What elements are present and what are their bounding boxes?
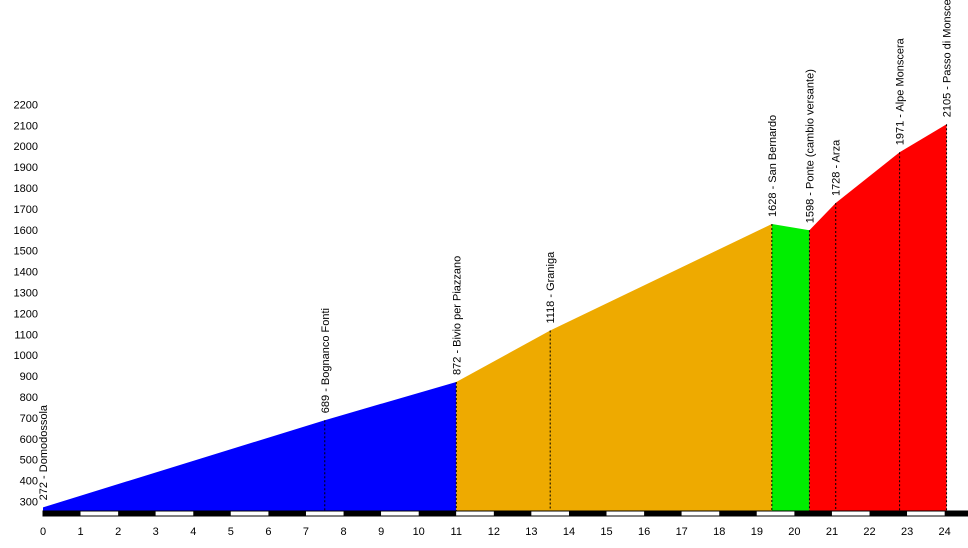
y-tick-label: 1900 [14,162,38,174]
profile-segment-1 [43,381,457,511]
km-bar-block [418,511,457,516]
point-label-layer: 272 - Domodossola 689 - Bognanco Fonti 872… [38,0,954,500]
x-tick-label: 20 [788,526,800,538]
km-bar-block [456,511,494,516]
y-tick-label: 1400 [14,267,38,279]
x-tick-label: 9 [378,526,384,538]
x-tick-label: 22 [863,526,875,538]
profile-segment-2 [456,223,772,511]
km-bar-block [831,511,870,516]
x-tick-label: 5 [228,526,234,538]
km-bar-block [531,511,569,516]
x-tick-label: 6 [265,526,271,538]
y-tick-label: 500 [20,455,38,467]
km-bar-block [193,511,231,516]
km-bar-block [944,511,968,516]
x-tick-label: 3 [153,526,159,538]
km-bar-block [230,511,269,516]
point-label: 1118 - Graniga [545,251,557,324]
point-label: 1598 - Ponte (cambio versante) [804,69,816,223]
x-tick-label: 7 [303,526,309,538]
x-tick-label: 21 [826,526,838,538]
y-tick-label: 1100 [14,329,38,341]
y-tick-label: 1200 [14,308,38,320]
point-label: 272 - Domodossola [38,404,50,500]
km-bar-block [118,511,156,516]
km-bar-block [305,511,344,516]
x-tick-label: 19 [751,526,763,538]
x-tick-label: 11 [451,526,462,538]
y-tick-label: 1500 [14,246,38,258]
km-bar-block [268,511,306,516]
km-bar-layer [42,510,968,517]
point-label: 1971 - Alpe Monscera [895,37,907,145]
y-tick-label: 2200 [14,99,38,111]
profile-area-layer [43,124,947,511]
km-bar-block [155,511,194,516]
x-tick-label: 17 [676,526,688,538]
km-bar-block [644,511,682,516]
km-bar-block [681,511,720,516]
point-label: 872 - Bivio per Piazzano [451,256,463,375]
x-tick-label: 15 [600,526,612,538]
y-tick-label: 1700 [14,204,38,216]
x-tick-label: 2 [115,526,121,538]
profile-segment-3 [771,223,810,511]
x-tick-label: 4 [190,526,196,538]
x-tick-label: 16 [638,526,650,538]
y-tick-label: 1000 [14,350,38,362]
km-bar-block [719,511,757,516]
y-axis-ticks: 300 400 500 600 700 800 900 1000 1100 1200 1300 140… [14,99,38,508]
y-tick-label: 600 [20,434,38,446]
x-tick-label: 14 [563,526,575,538]
km-bar-block [43,511,81,516]
km-bar-outline [42,510,968,517]
km-bar-block [80,511,119,516]
y-tick-label: 1600 [14,225,38,237]
x-tick-label: 18 [713,526,725,538]
y-tick-label: 2100 [14,120,38,132]
x-tick-label: 12 [488,526,500,538]
x-tick-label: 0 [40,526,46,538]
y-tick-label: 2000 [14,141,38,153]
y-tick-label: 400 [20,476,38,488]
y-tick-label: 1800 [14,183,38,195]
point-label: 2105 - Passo di Monscera [942,0,954,117]
km-bar-block [493,511,532,516]
km-bar-block [381,511,419,516]
point-label: 1628 - San Bernardo [767,115,779,217]
x-tick-label: 23 [901,526,913,538]
km-bar-block [343,511,382,516]
y-tick-label: 700 [20,413,38,425]
profile-segment-4 [809,124,947,511]
y-tick-label: 1300 [14,288,38,300]
x-axis-ticks: 0 1 2 3 4 5 6 7 8 9 10 11 12 13 14 15 16 17 18 19 20 21 22 23 24 [40,526,951,538]
guide-line-layer [324,124,948,511]
point-label: 689 - Bognanco Fonti [320,308,332,413]
x-tick-label: 10 [413,526,425,538]
km-bar-block [794,511,832,516]
km-bar-block [568,511,607,516]
x-tick-label: 13 [525,526,537,538]
km-bar-block [756,511,795,516]
y-tick-label: 300 [20,497,38,509]
km-bar-block [869,511,908,516]
x-tick-label: 8 [340,526,346,538]
x-tick-label: 24 [939,526,951,538]
point-label: 1728 - Arza [831,139,843,196]
y-tick-label: 800 [20,392,38,404]
y-tick-label: 900 [20,371,38,383]
x-tick-label: 1 [78,526,84,538]
km-bar-block [606,511,645,516]
km-bar-block [907,511,945,516]
